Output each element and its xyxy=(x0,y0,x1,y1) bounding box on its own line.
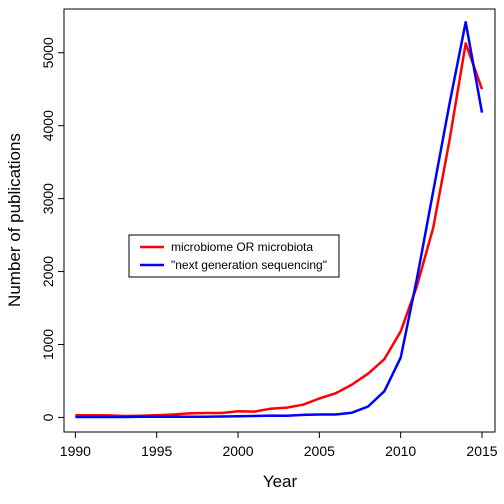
y-tick-label: 3000 xyxy=(40,183,56,214)
y-tick-label: 1000 xyxy=(40,329,56,360)
y-tick-label: 5000 xyxy=(40,37,56,68)
x-axis-title: Year xyxy=(263,472,298,491)
y-axis: 0 1000 2000 3000 4000 5000 xyxy=(40,37,64,421)
y-axis-title: Number of publications xyxy=(5,133,24,307)
x-tick-label: 2000 xyxy=(222,443,253,459)
legend: microbiome OR microbiota "next generatio… xyxy=(129,235,339,277)
x-tick-label: 2015 xyxy=(466,443,497,459)
y-tick-label: 4000 xyxy=(40,110,56,141)
series-lines xyxy=(75,22,482,417)
legend-label-microbiome: microbiome OR microbiota xyxy=(171,240,313,254)
x-axis: 1990 1995 2000 2005 2010 2015 xyxy=(60,432,498,459)
legend-label-ngs: "next generation sequencing" xyxy=(171,258,327,272)
y-tick-label: 0 xyxy=(40,413,56,421)
x-tick-label: 2010 xyxy=(385,443,416,459)
series-line-microbiome xyxy=(75,43,482,416)
x-tick-label: 1995 xyxy=(141,443,172,459)
x-tick-label: 2005 xyxy=(304,443,335,459)
series-line-ngs xyxy=(75,22,482,417)
y-tick-label: 2000 xyxy=(40,256,56,287)
plot-frame xyxy=(64,9,495,432)
x-tick-label: 1990 xyxy=(60,443,91,459)
